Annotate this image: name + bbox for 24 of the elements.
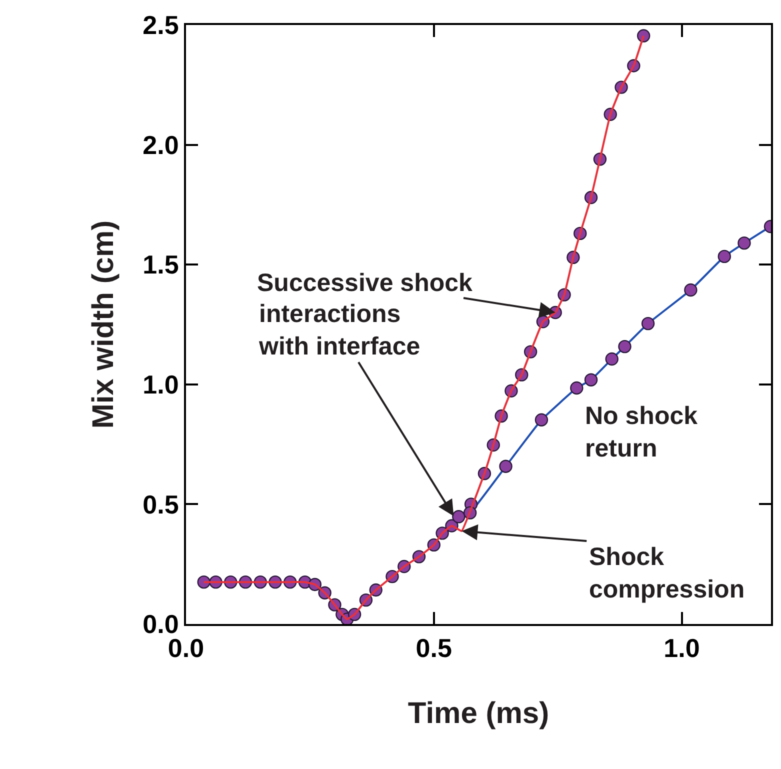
x-tick-label: 1.0 <box>664 633 700 664</box>
point <box>584 373 598 386</box>
point <box>570 381 584 395</box>
y-tick-label: 2.0 <box>142 130 179 160</box>
point <box>534 413 548 426</box>
point <box>718 250 731 264</box>
annotation: No shock return <box>585 402 698 462</box>
annotation: interactions with interface <box>258 300 420 360</box>
point <box>605 352 618 366</box>
x-tick-label: 0.5 <box>416 633 452 664</box>
point <box>738 236 751 250</box>
point <box>499 460 512 473</box>
point <box>684 283 698 297</box>
x-axis-title: Time (ms) <box>408 697 550 730</box>
y-tick-label: 1.5 <box>142 250 179 280</box>
annotation: Shock compression <box>589 543 745 604</box>
point <box>452 510 466 524</box>
y-tick-label: 1.0 <box>142 370 179 400</box>
point <box>641 316 655 330</box>
point <box>618 340 632 354</box>
y-axis-title: Mix width (cm) <box>87 220 120 429</box>
y-tick-label: 0.5 <box>142 489 179 520</box>
y-tick-label: 2.5 <box>142 10 179 40</box>
annotation: Successive shock <box>257 269 473 297</box>
